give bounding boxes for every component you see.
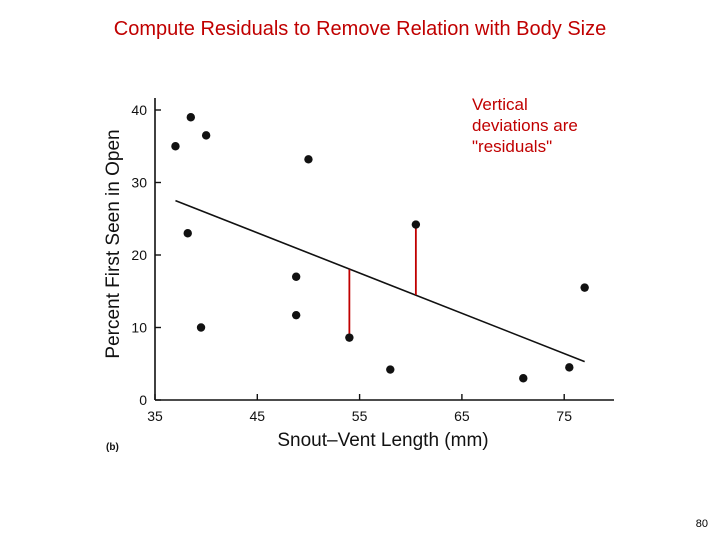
y-tick-label: 0 (139, 392, 147, 408)
data-point (565, 363, 574, 372)
data-point (519, 374, 528, 383)
page-number: 80 (695, 518, 708, 530)
y-axis-label: Percent First Seen in Open (103, 129, 124, 358)
y-tick-label: 20 (131, 247, 147, 263)
data-point (186, 113, 196, 122)
callout-line-2: deviations are (472, 116, 578, 135)
callout-line-1: Vertical (472, 95, 528, 114)
callout-line-3: "residuals" (472, 137, 553, 156)
data-point (580, 283, 589, 292)
x-tick-label: 65 (454, 408, 470, 424)
plot-layer: 0 10 20 30 40 35 45 55 65 75 Percent First Seen in… (103, 98, 614, 453)
regression-line (175, 199, 585, 363)
data-point (201, 131, 211, 140)
x-tick-label: 55 (352, 408, 368, 424)
slide-title: Compute Residuals to Remove Relation wit… (113, 18, 607, 40)
data-point (386, 365, 395, 374)
x-tick-label: 75 (556, 408, 572, 424)
y-tick-label: 30 (131, 175, 147, 191)
panel-label: (b) (106, 442, 119, 453)
x-axis-label: Snout–Vent Length (mm) (277, 430, 488, 451)
data-point (411, 220, 421, 229)
residuals-callout: Vertical deviations are "residuals" (472, 94, 622, 157)
data-point (304, 155, 313, 164)
data-point (345, 333, 354, 342)
data-point (291, 272, 301, 281)
data-point (196, 323, 206, 332)
data-point (291, 310, 301, 320)
y-tick-label: 40 (131, 102, 147, 118)
x-tick-label: 35 (147, 408, 163, 424)
data-point (171, 142, 180, 151)
y-tick-label: 10 (131, 320, 147, 336)
data-point (183, 229, 192, 238)
x-tick-label: 45 (250, 408, 266, 424)
